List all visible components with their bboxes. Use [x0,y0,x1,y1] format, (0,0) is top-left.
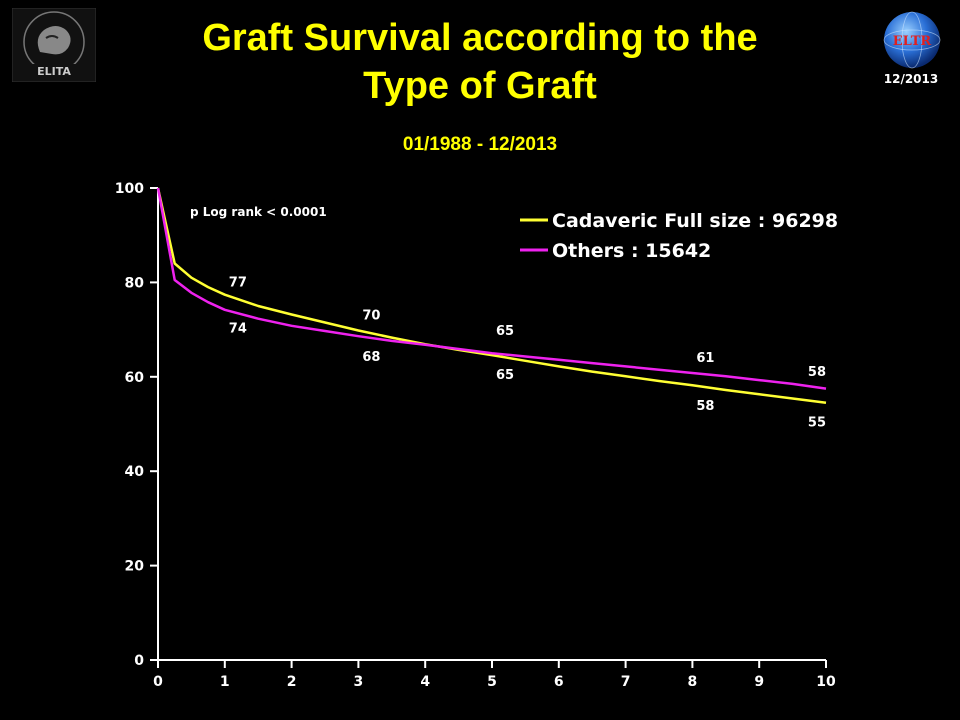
page-title: Graft Survival according to the Type of … [120,14,840,110]
legend-label-0: Cadaveric Full size : 96298 [552,210,838,232]
data-label: 77 [229,276,247,291]
p-logrank-annotation: p Log rank < 0.0001 [190,205,327,219]
title-line-2: Type of Graft [363,65,597,107]
y-tick-label: 40 [125,464,145,480]
series-lines [156,187,827,405]
x-tick-label: 9 [754,674,764,690]
data-label: 65 [496,324,514,339]
series-line-1 [156,187,827,390]
elita-logo: ELITA [12,8,96,82]
date-range-subtitle: 01/1988 - 12/2013 [402,134,558,155]
corner-date: 12/2013 [883,72,939,86]
x-tick-label: 2 [287,674,297,690]
data-label: 58 [696,399,714,414]
y-tick-label: 0 [134,653,144,669]
title-line-1: Graft Survival according to the [202,17,758,59]
y-tick-label: 20 [125,559,145,575]
y-tick-label: 100 [115,181,144,197]
y-tick-label: 60 [125,370,145,386]
y-tick-label: 80 [125,275,145,291]
data-label: 58 [808,365,826,380]
data-label: 61 [696,351,714,366]
data-label: 65 [496,368,514,383]
data-label: 68 [362,350,380,365]
eltr-logo-text: ELTR [893,34,932,49]
x-tick-label: 7 [621,674,631,690]
x-tick-label: 4 [420,674,430,690]
data-label: 55 [808,415,826,430]
x-tick-label: 8 [688,674,698,690]
x-tick-label: 0 [153,674,163,690]
x-tick-label: 5 [487,674,497,690]
elita-logo-text: ELITA [37,65,71,78]
x-tick-label: 10 [816,674,836,690]
chart-legend: Cadaveric Full size : 96298 Others : 1564… [520,210,838,262]
eltr-globe-logo: ELTR [883,11,941,69]
legend-label-1: Others : 15642 [552,240,711,262]
x-tick-label: 1 [220,674,230,690]
data-label: 70 [362,309,380,324]
data-labels: 77 70 65 58 55 74 68 65 61 58 [229,276,826,431]
x-tick-label: 3 [354,674,364,690]
data-label: 74 [229,322,247,337]
x-tick-label: 6 [554,674,564,690]
